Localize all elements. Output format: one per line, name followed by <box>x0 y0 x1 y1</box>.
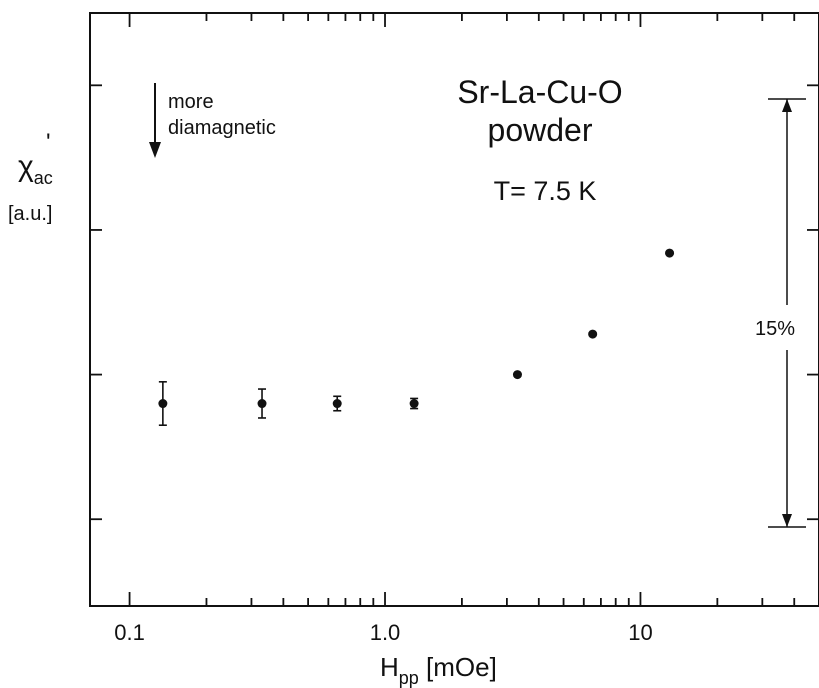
data-points <box>158 248 675 427</box>
annotation-more: more <box>168 91 214 113</box>
temperature-label: T= 7.5 K <box>494 176 597 206</box>
x-tick-label: 1.0 <box>370 620 401 645</box>
data-point <box>158 399 168 409</box>
scale-bar-arrow-down <box>782 514 792 527</box>
data-point <box>332 399 342 409</box>
scale-bar-label: 15% <box>755 318 795 340</box>
x-axis-label: Hpp [mOe] <box>380 652 497 688</box>
x-axis-sub: pp <box>399 668 419 688</box>
data-point <box>588 329 598 339</box>
y-axis-symbol: χ <box>18 150 34 183</box>
y-axis-prime: ' <box>46 129 51 156</box>
y-axis-sub: ac <box>34 168 53 188</box>
x-axis-unit: [mOe] <box>419 652 497 682</box>
x-tick-label: 10 <box>628 620 652 645</box>
x-tick-label: 0.1 <box>114 620 145 645</box>
data-point <box>257 399 267 409</box>
x-axis-symbol: H <box>380 652 399 682</box>
x-tick-labels: 0.1 1.0 10 <box>114 620 652 645</box>
diamagnetic-arrow-head <box>149 142 161 158</box>
sample-form-label: powder <box>488 112 593 148</box>
data-point <box>409 399 419 409</box>
y-axis-label: χac <box>18 150 53 188</box>
annotation-diamagnetic: diamagnetic <box>168 117 276 139</box>
data-point <box>665 248 675 258</box>
data-point <box>512 370 522 380</box>
sample-label: Sr-La-Cu-O <box>457 74 622 110</box>
y-axis-unit: [a.u.] <box>8 203 52 225</box>
plot-frame <box>89 12 819 607</box>
tick-marks <box>90 13 819 606</box>
scale-bar-arrow-up <box>782 99 792 112</box>
